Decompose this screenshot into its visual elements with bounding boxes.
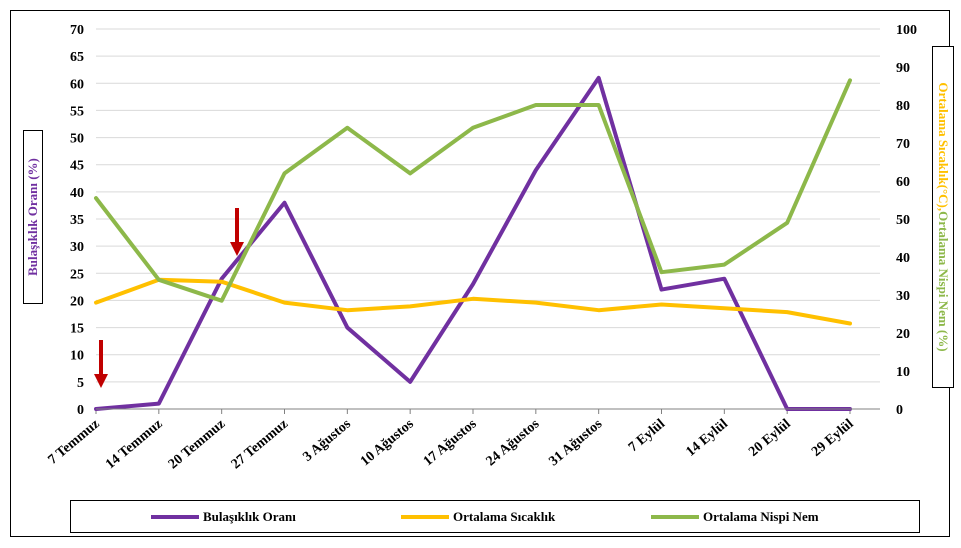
x-axis-ticks: 7 Temmuz 14 Temmuz 20 Temmuz 27 Temmuz 3 Ağu…: [46, 409, 857, 472]
y2-tick-label: 90: [896, 61, 910, 76]
legend-swatch: [401, 514, 449, 519]
annotation-arrows: [94, 208, 244, 388]
right-axis-title-box: Ortalama Sıcaklık(°C),Ortalama Nispi Nem…: [932, 46, 954, 388]
y-tick-label: 0: [77, 403, 84, 418]
x-tick-label: 10 Ağustos: [358, 416, 417, 469]
y-tick-label: 30: [70, 240, 84, 255]
x-tick-label: 31 Ağustos: [546, 416, 605, 469]
x-tick-label: 3 Ağustos: [300, 416, 354, 465]
legend-swatch: [151, 514, 199, 519]
x-tick-label: 7 Temmuz: [46, 417, 103, 468]
x-tick-label: 17 Ağustos: [421, 416, 480, 469]
series-line-2: [94, 78, 852, 303]
x-tick-label: 27 Temmuz: [229, 417, 291, 473]
legend-item: Ortalama Nispi Nem: [651, 501, 819, 532]
x-tick-label: 7 Eylül: [626, 417, 668, 456]
y-tick-label: 60: [70, 77, 84, 92]
y-tick-label: 40: [70, 186, 84, 201]
y-tick-label: 25: [70, 267, 84, 282]
y-tick-label: 50: [70, 132, 84, 147]
series-lines: [94, 75, 852, 411]
y-tick-label: 70: [70, 23, 84, 38]
y-tick-label: 5: [77, 376, 84, 391]
y2-tick-label: 100: [896, 23, 917, 38]
y2-tick-label: 30: [896, 289, 910, 304]
y2-tick-label: 0: [896, 403, 903, 418]
legend-swatch: [651, 514, 699, 519]
x-tick-label: 29 Eylül: [809, 417, 857, 460]
arrow-head: [94, 374, 108, 388]
legend-item: Ortalama Sıcaklık: [401, 501, 555, 532]
y-tick-label: 10: [70, 349, 84, 364]
legend-label: Ortalama Nispi Nem: [703, 508, 819, 524]
x-tick-label: 14 Temmuz: [103, 417, 165, 473]
y-tick-label: 65: [70, 50, 84, 65]
right-axis-title-text: Ortalama Sıcaklık(°C),Ortalama Nispi Nem…: [933, 47, 934, 48]
right-axis-title: Ortalama Sıcaklık(°C),Ortalama Nispi Nem…: [936, 82, 951, 352]
legend-label: Ortalama Sıcaklık: [453, 508, 556, 524]
y-tick-label: 20: [70, 294, 84, 309]
y-tick-label: 35: [70, 213, 84, 228]
y2-tick-label: 60: [896, 175, 910, 190]
y-tick-label: 15: [70, 322, 84, 337]
y2-tick-label: 50: [896, 213, 910, 228]
legend: Bulaşıklık Oranı Ortalama Sıcaklık Ortalam…: [70, 500, 920, 533]
arrow-head: [230, 242, 244, 256]
y2-tick-label: 10: [896, 365, 910, 380]
x-tick-label: 14 Eylül: [683, 417, 731, 460]
left-axis-title: Bulaşıklık Oranı (%): [25, 158, 40, 276]
y-tick-label: 55: [70, 104, 84, 119]
x-tick-label: 24 Ağustos: [484, 416, 543, 469]
x-tick-label: 20 Temmuz: [166, 417, 228, 473]
x-tick-label: 20 Eylül: [746, 417, 794, 460]
right-axis-ticks: 0 10 20 30 40 50 60 70 80 90 100: [896, 23, 917, 418]
legend-label: Bulaşıklık Oranı: [203, 508, 296, 524]
grid-lines: [96, 28, 880, 383]
left-axis-ticks: 0 5 10 15 20 25 30 35 40 45 50 55 60 65 70: [70, 23, 84, 418]
y2-tick-label: 40: [896, 251, 910, 266]
legend-item: Bulaşıklık Oranı: [151, 501, 296, 532]
y2-tick-label: 20: [896, 327, 910, 342]
y-tick-label: 45: [70, 159, 84, 174]
y2-tick-label: 80: [896, 99, 910, 114]
y2-tick-label: 70: [896, 137, 910, 152]
left-axis-title-box: Bulaşıklık Oranı (%): [23, 130, 43, 304]
